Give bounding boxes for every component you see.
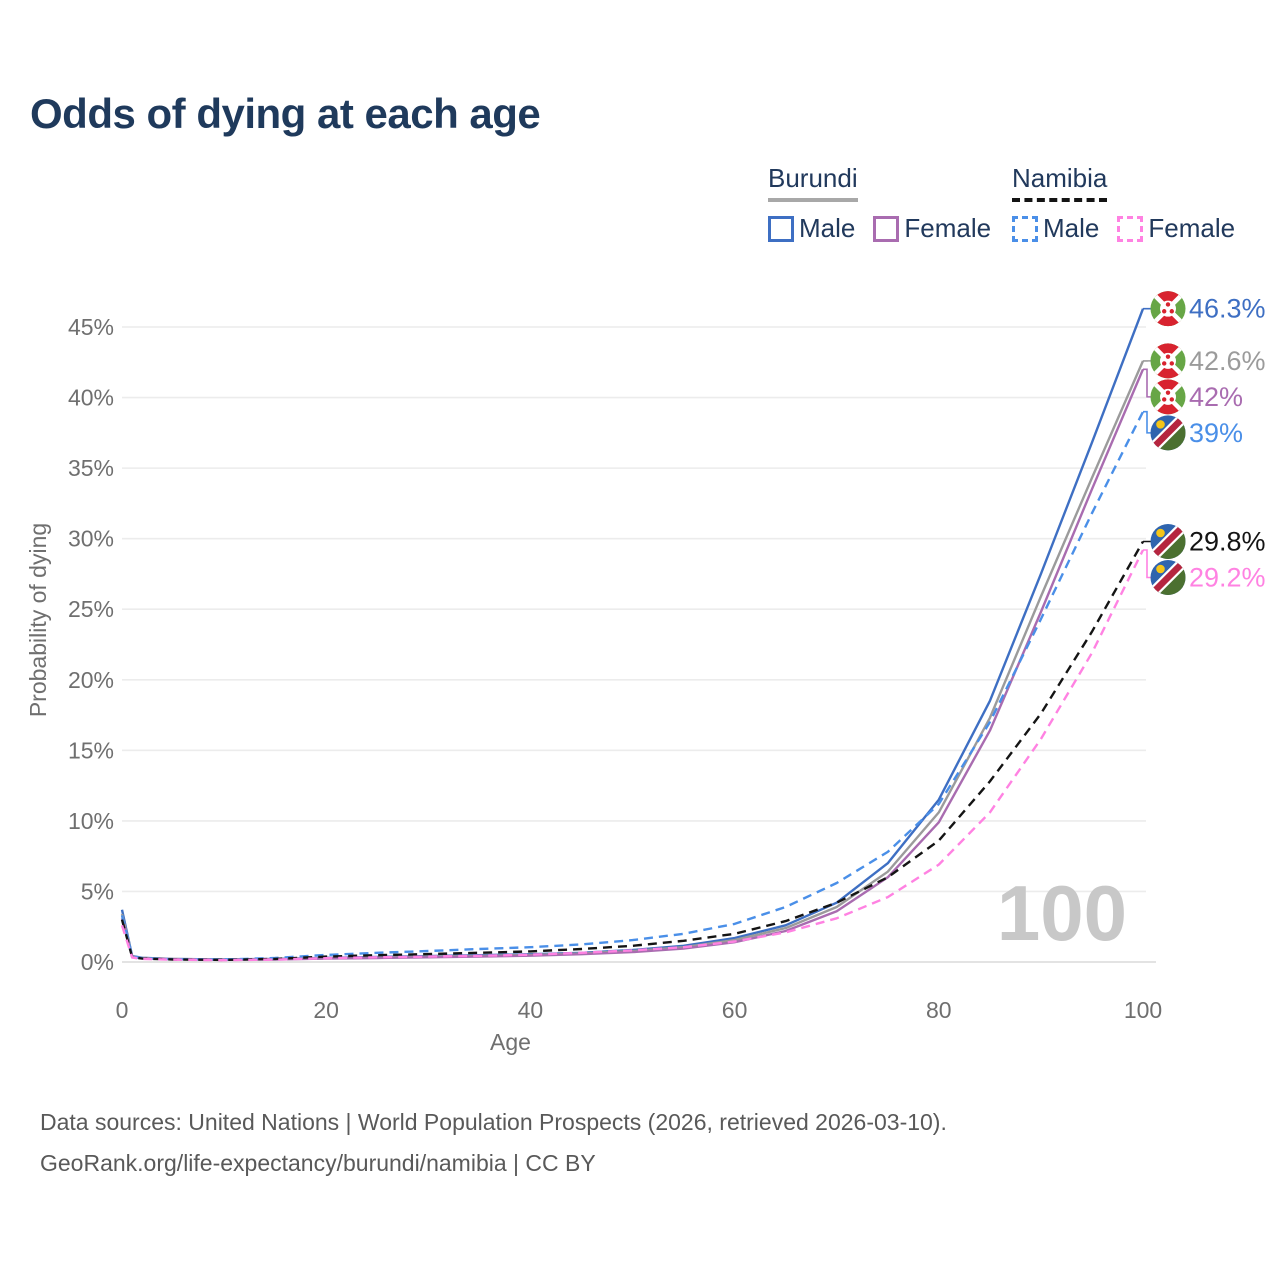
end-label-namibia-all: 29.8% [1189,526,1266,556]
leader-line-namibia-male [1143,410,1151,434]
y-tick-label: 30% [68,526,114,552]
namibia-flag-icon [1150,559,1186,595]
series-line-burundi-all [120,360,1145,961]
end-label-burundi-all: 42.6% [1189,346,1266,376]
legend-item-namibia-female[interactable]: Female [1117,213,1235,244]
x-tick-label: 0 [116,997,129,1023]
series-line-namibia-male [120,411,1145,961]
footer-data-sources: Data sources: United Nations | World Pop… [40,1109,947,1135]
x-tick-label: 100 [1124,997,1162,1023]
namibia-female-swatch-icon [1117,215,1144,242]
end-label-burundi-female: 42% [1189,382,1243,412]
y-tick-label: 10% [68,808,114,834]
age-watermark: 100 [997,869,1127,957]
footer-attribution: GeoRank.org/life-expectancy/burundi/nami… [40,1150,596,1176]
burundi-flag-icon [1150,379,1186,415]
namibia-flag-icon [1150,415,1186,451]
y-tick-label: 15% [68,737,114,763]
x-tick-label: 80 [926,997,952,1023]
footer: Data sources: United Nations | World Pop… [40,1102,947,1184]
legend-item-burundi-female[interactable]: Female [873,213,991,244]
y-tick-label: 25% [68,596,114,622]
legend-item-namibia-male[interactable]: Male [1012,213,1099,244]
leader-line-namibia-female [1143,549,1151,579]
series-line-namibia-female [120,549,1145,962]
legend-country-burundi[interactable]: Burundi [768,163,858,202]
x-axis-title: Age [490,1029,531,1055]
x-tick-label: 20 [313,997,339,1023]
legend-group-namibia: Namibia Male Female [1012,163,1253,244]
y-tick-label: 40% [68,385,114,411]
page-title: Odds of dying at each age [30,90,541,137]
y-tick-label: 5% [81,878,114,904]
y-tick-label: 20% [68,667,114,693]
y-tick-label: 45% [68,314,114,340]
end-label-namibia-female: 29.2% [1189,562,1266,592]
end-label-burundi-male: 46.3% [1189,294,1266,324]
burundi-flag-icon [1150,343,1186,379]
namibia-male-swatch-icon [1012,215,1038,242]
burundi-flag-icon [1150,291,1186,327]
series-line-burundi-female [120,368,1145,961]
y-tick-label: 0% [81,949,114,975]
y-tick-label: 35% [68,455,114,481]
x-tick-label: 40 [518,997,544,1023]
namibia-flag-icon [1150,523,1186,559]
burundi-male-swatch-icon [768,215,794,242]
leader-line-burundi-female [1143,368,1151,398]
end-label-namibia-male: 39% [1189,418,1243,448]
line-chart: 0% 5% 10% 15% 20% 25% 30% 35% 40% 45% 0 20 40 60 80 100… [25,291,1266,1055]
x-tick-label: 60 [722,997,748,1023]
burundi-female-swatch-icon [873,215,900,242]
legend-country-namibia[interactable]: Namibia [1012,163,1108,202]
series-line-burundi-male [120,308,1145,961]
legend-item-burundi-male[interactable]: Male [768,213,855,244]
legend-group-burundi: Burundi Male Female [768,163,1009,244]
y-axis-title: Probability of dying [25,523,51,717]
